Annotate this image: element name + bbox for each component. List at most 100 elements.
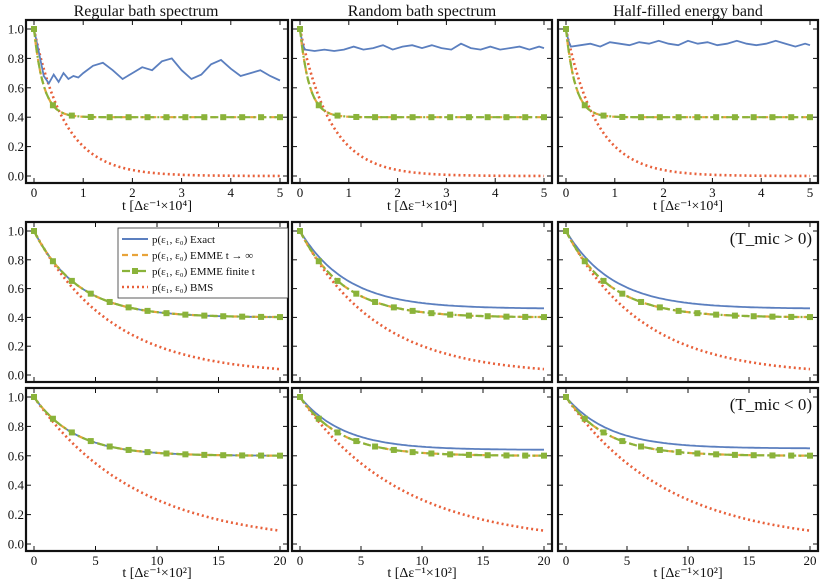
series-marker-emme-finite <box>807 114 813 121</box>
series-line-exact <box>565 230 810 310</box>
y-tick-label: 0.0 <box>8 368 24 383</box>
y-tick-label: 0.4 <box>8 310 25 325</box>
x-axis-label: t [Δε⁻¹×10²] <box>387 566 456 581</box>
series-marker-emme-finite <box>220 114 227 121</box>
series-marker-emme-finite <box>163 450 170 457</box>
x-tick-label: 2 <box>660 185 667 200</box>
y-tick-label: 0.4 <box>8 110 25 125</box>
panel-r0-c1: 0 1 2 3 4 5 t [Δε⁻¹×10⁴] <box>290 18 554 214</box>
x-tick-label: 5 <box>277 185 284 200</box>
series-line-emme-inf <box>298 28 544 119</box>
series-marker-emme-finite <box>694 114 701 121</box>
series-marker-emme-finite <box>87 113 94 120</box>
x-tick-label: 10 <box>416 553 429 568</box>
series-marker-emme-finite <box>277 452 283 459</box>
series-marker-emme-finite <box>563 394 569 400</box>
series-marker-emme-finite <box>503 313 510 320</box>
series-marker-emme-finite <box>638 114 645 121</box>
series-marker-emme-finite <box>277 314 283 321</box>
panel-r0-c2: 0 1 2 3 4 5 t [Δε⁻¹×10⁴] <box>556 18 820 214</box>
series-marker-emme-finite <box>31 228 37 234</box>
series-line-emme-finite <box>565 230 810 319</box>
legend-label: p(ε₁, ε₀) EMME finite t <box>152 266 255 278</box>
series-line-emme-inf <box>32 28 280 119</box>
series-marker-emme-finite <box>125 446 132 453</box>
y-tick-label: 0.2 <box>8 339 24 354</box>
series-marker-emme-finite <box>563 228 569 234</box>
series-marker-emme-finite <box>163 310 170 317</box>
series-marker-emme-finite <box>522 452 529 459</box>
series-marker-emme-finite <box>144 449 151 456</box>
series-line-exact <box>299 230 544 310</box>
panel-r0-c0: 0.0 0.2 0.4 0.6 0.8 1.0 0 1 2 3 4 5 t [Δε⁻¹×10⁴] <box>8 18 290 214</box>
series-marker-emme-finite <box>656 446 663 453</box>
y-tick-label: 0.8 <box>8 51 24 66</box>
series-marker-emme-finite <box>600 429 607 436</box>
series-marker-emme-finite <box>201 312 208 319</box>
series-marker-emme-finite <box>447 311 454 318</box>
series-marker-emme-finite <box>522 114 529 121</box>
series-marker-emme-finite <box>68 277 75 284</box>
legend: p(ε₁, ε₀) Exact p(ε₁, ε₀) EMME t → ∞ p(ε₁,… <box>117 227 289 299</box>
series-marker-emme-finite <box>522 313 529 320</box>
x-tick-label: 5 <box>807 185 814 200</box>
panel-r2-c1: 0 5 10 15 20 t [Δε⁻¹×10²] <box>290 386 554 581</box>
series-marker-emme-finite <box>731 114 738 121</box>
series-line-exact <box>299 28 545 52</box>
series-line-bms <box>564 28 811 178</box>
series-marker-emme-finite <box>31 394 37 400</box>
legend-marker <box>132 268 138 274</box>
x-axis-label: t [Δε⁻¹×10²] <box>122 566 191 581</box>
series-marker-emme-finite <box>638 443 645 450</box>
series-line-emme-finite <box>299 396 545 457</box>
y-tick-label: 0.6 <box>8 448 25 463</box>
x-tick-label: 5 <box>624 553 631 568</box>
series-marker-emme-finite <box>182 114 189 121</box>
series-marker-emme-finite <box>239 114 246 121</box>
series-marker-emme-finite <box>503 452 510 459</box>
y-tick-label: 1.0 <box>8 224 24 239</box>
series-marker-emme-finite <box>390 114 397 121</box>
series-line-emme-finite <box>565 396 811 457</box>
y-tick-label: 0.6 <box>8 281 25 296</box>
series-marker-emme-finite <box>619 290 626 297</box>
series-marker-emme-finite <box>353 113 360 120</box>
series-marker-emme-finite <box>315 258 322 265</box>
series-marker-emme-finite <box>201 114 208 121</box>
series-marker-emme-finite <box>334 277 341 284</box>
legend-label: p(ε₁, ε₀) EMME t → ∞ <box>152 250 253 262</box>
series-marker-emme-finite <box>465 312 472 319</box>
column-title-0: Regular bath spectrum <box>74 3 219 20</box>
series-marker-emme-finite <box>713 311 720 318</box>
series-marker-emme-finite <box>106 443 113 450</box>
panel-frame <box>290 220 554 384</box>
series-marker-emme-finite <box>563 26 569 32</box>
x-tick-label: 20 <box>538 553 551 568</box>
series-marker-emme-finite <box>409 449 416 456</box>
series-marker-emme-finite <box>731 312 738 319</box>
series-marker-emme-finite <box>258 114 265 121</box>
series-line-exact <box>565 396 810 450</box>
series-marker-emme-finite <box>656 304 663 311</box>
series-marker-emme-finite <box>409 307 416 314</box>
series-marker-emme-finite <box>638 298 645 305</box>
y-tick-label: 1.0 <box>8 390 24 405</box>
series-marker-emme-finite <box>258 452 265 459</box>
series-marker-emme-finite <box>277 114 283 121</box>
series-marker-emme-finite <box>201 451 208 458</box>
series-marker-emme-finite <box>125 114 132 121</box>
series-marker-emme-finite <box>484 114 491 121</box>
x-axis-label: t [Δε⁻¹×10⁴] <box>122 199 192 214</box>
y-tick-label: 0.8 <box>8 419 24 434</box>
series-marker-emme-finite <box>372 114 379 121</box>
y-tick-label: 0.8 <box>8 252 24 267</box>
x-tick-label: 5 <box>358 553 365 568</box>
x-tick-label: 15 <box>212 553 225 568</box>
x-axis-label: t [Δε⁻¹×10²] <box>653 566 722 581</box>
panel-r2-c2: 0 5 10 15 20 t [Δε⁻¹×10²] (T_mic < 0) <box>556 386 820 581</box>
series-line-bms <box>564 230 811 371</box>
series-marker-emme-finite <box>315 102 322 109</box>
y-tick-label: 0.0 <box>8 169 24 184</box>
series-marker-emme-finite <box>87 438 94 445</box>
series-marker-emme-finite <box>788 114 795 121</box>
